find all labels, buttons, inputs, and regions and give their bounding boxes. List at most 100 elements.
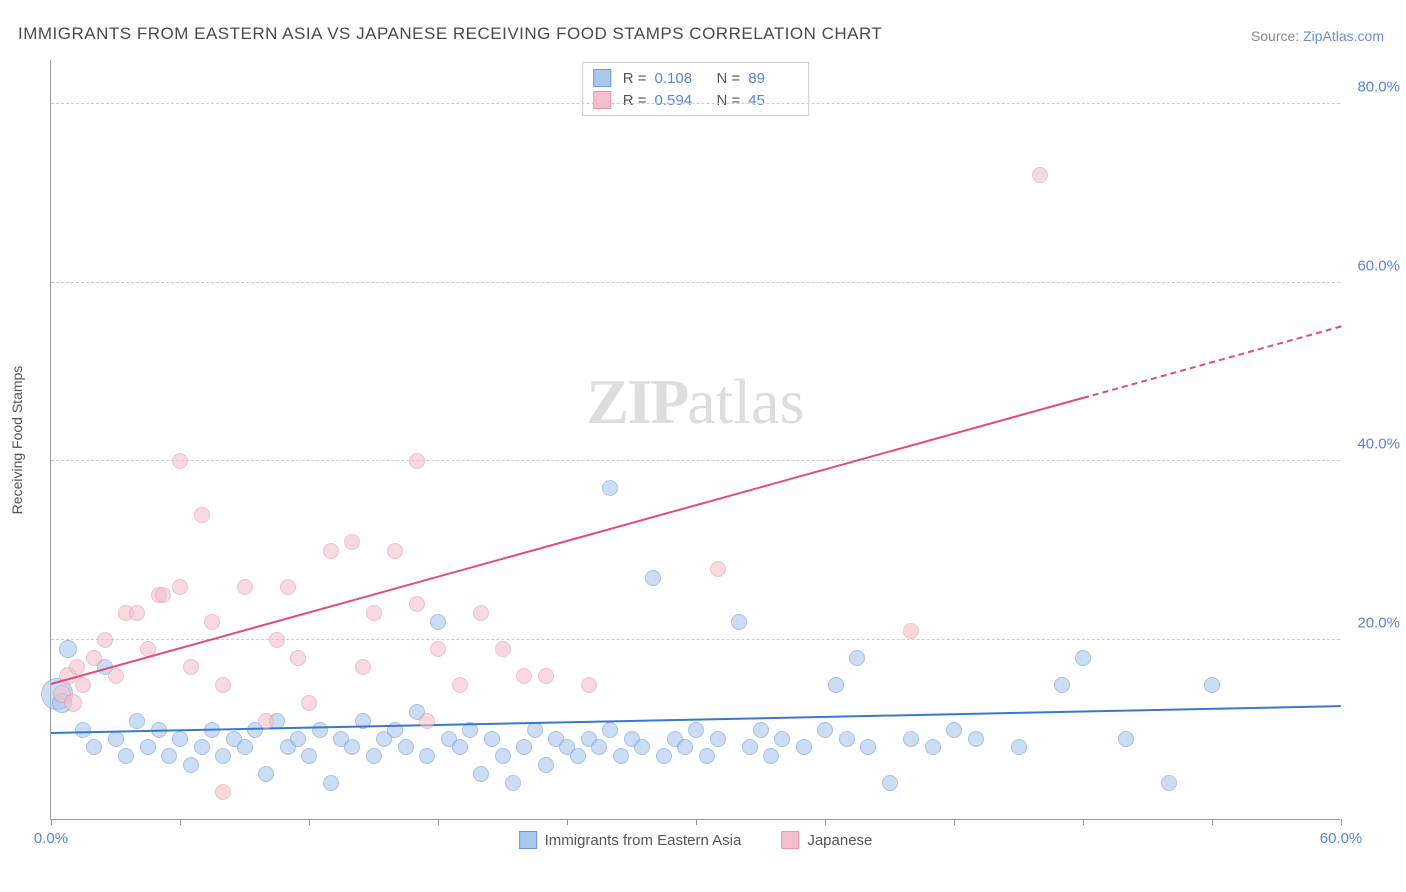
legend-swatch xyxy=(519,831,537,849)
data-point xyxy=(742,739,758,755)
n-value: 89 xyxy=(748,70,798,87)
data-point xyxy=(473,605,489,621)
data-point xyxy=(172,579,188,595)
data-point xyxy=(430,641,446,657)
data-point xyxy=(237,739,253,755)
y-tick-label: 80.0% xyxy=(1357,78,1400,95)
data-point xyxy=(59,640,77,658)
data-point xyxy=(194,507,210,523)
x-tick xyxy=(438,819,439,825)
data-point xyxy=(516,668,532,684)
data-point xyxy=(581,677,597,693)
data-point xyxy=(204,614,220,630)
data-point xyxy=(699,748,715,764)
data-point xyxy=(634,739,650,755)
data-point xyxy=(355,659,371,675)
data-point xyxy=(656,748,672,764)
data-point xyxy=(280,579,296,595)
data-point xyxy=(882,775,898,791)
source-attribution: Source: ZipAtlas.com xyxy=(1251,28,1384,44)
data-point xyxy=(570,748,586,764)
legend-item: Immigrants from Eastern Asia xyxy=(519,831,742,849)
data-point xyxy=(86,650,102,666)
data-point xyxy=(495,641,511,657)
data-point xyxy=(849,650,865,666)
data-point xyxy=(108,668,124,684)
data-point xyxy=(495,748,511,764)
data-point xyxy=(1075,650,1091,666)
data-point xyxy=(763,748,779,764)
data-point xyxy=(409,596,425,612)
data-point xyxy=(97,632,113,648)
data-point xyxy=(161,748,177,764)
data-point xyxy=(538,757,554,773)
grid-line xyxy=(51,103,1340,104)
data-point xyxy=(538,668,554,684)
data-point xyxy=(452,677,468,693)
data-point xyxy=(774,731,790,747)
data-point xyxy=(183,757,199,773)
data-point xyxy=(602,722,618,738)
watermark-zip: ZIP xyxy=(587,366,688,437)
x-tick xyxy=(567,819,568,825)
trend-line xyxy=(51,397,1084,685)
data-point xyxy=(602,480,618,496)
data-point xyxy=(753,722,769,738)
data-point xyxy=(75,677,91,693)
data-point xyxy=(484,731,500,747)
x-tick-label: 0.0% xyxy=(34,830,68,847)
r-label: R = xyxy=(623,92,647,109)
data-point xyxy=(688,722,704,738)
x-tick xyxy=(1083,819,1084,825)
data-point xyxy=(419,748,435,764)
x-tick xyxy=(51,819,52,825)
data-point xyxy=(172,731,188,747)
data-point xyxy=(1054,677,1070,693)
r-value: 0.594 xyxy=(655,92,705,109)
data-point xyxy=(108,731,124,747)
data-point xyxy=(237,579,253,595)
data-point xyxy=(860,739,876,755)
data-point xyxy=(215,784,231,800)
data-point xyxy=(290,731,306,747)
data-point xyxy=(817,722,833,738)
data-point xyxy=(452,739,468,755)
legend-swatch xyxy=(781,831,799,849)
data-point xyxy=(258,713,274,729)
x-tick xyxy=(954,819,955,825)
x-tick xyxy=(825,819,826,825)
data-point xyxy=(398,739,414,755)
data-point xyxy=(301,748,317,764)
y-axis-label: Receiving Food Stamps xyxy=(9,365,25,514)
r-label: R = xyxy=(623,70,647,87)
legend-label: Immigrants from Eastern Asia xyxy=(545,832,742,849)
watermark-atlas: atlas xyxy=(687,366,804,437)
data-point xyxy=(505,775,521,791)
data-point xyxy=(129,713,145,729)
stats-legend-row: R =0.594N =45 xyxy=(593,89,799,111)
grid-line xyxy=(51,282,1340,283)
x-tick xyxy=(309,819,310,825)
data-point xyxy=(1204,677,1220,693)
legend-swatch xyxy=(593,69,611,87)
data-point xyxy=(677,739,693,755)
data-point xyxy=(75,722,91,738)
data-point xyxy=(946,722,962,738)
data-point xyxy=(796,739,812,755)
x-tick xyxy=(1341,819,1342,825)
data-point xyxy=(129,605,145,621)
data-point xyxy=(344,534,360,550)
watermark: ZIPatlas xyxy=(587,365,805,439)
source-link[interactable]: ZipAtlas.com xyxy=(1303,28,1384,44)
data-point xyxy=(1032,167,1048,183)
data-point xyxy=(323,775,339,791)
data-point xyxy=(710,561,726,577)
data-point xyxy=(419,713,435,729)
data-point xyxy=(258,766,274,782)
data-point xyxy=(366,605,382,621)
data-point xyxy=(194,739,210,755)
data-point xyxy=(473,766,489,782)
r-value: 0.108 xyxy=(655,70,705,87)
data-point xyxy=(215,677,231,693)
data-point xyxy=(344,739,360,755)
